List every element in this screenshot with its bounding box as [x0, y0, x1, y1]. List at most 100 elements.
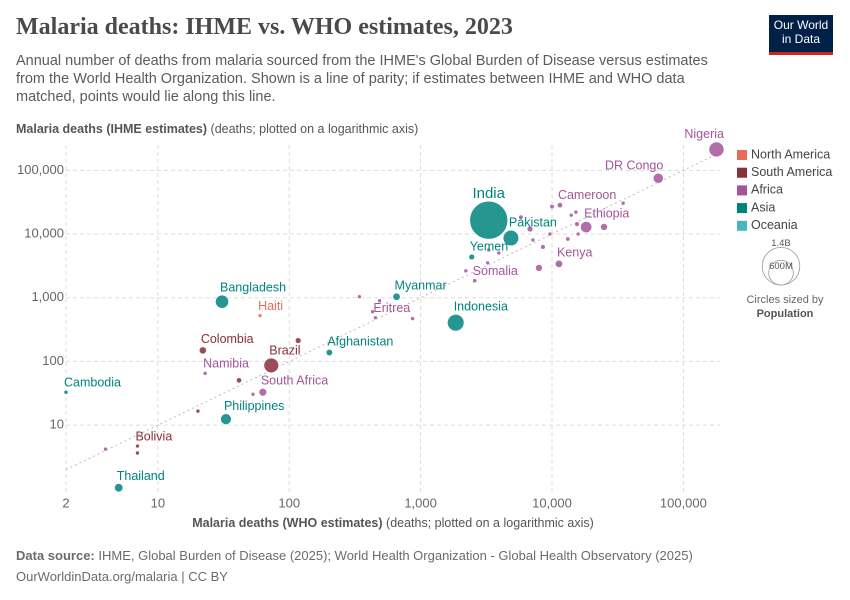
point-label: Brazil	[269, 343, 300, 357]
x-tick-label: 100	[278, 495, 300, 510]
data-point	[486, 247, 492, 253]
data-point	[63, 389, 69, 395]
data-point	[518, 214, 524, 220]
x-tick-label: 1,000	[404, 495, 437, 510]
point-label: Ethiopia	[584, 207, 629, 221]
data-point	[294, 337, 302, 344]
data-point	[573, 209, 579, 215]
legend-label: Oceania	[751, 218, 798, 232]
logo[interactable]: Our World in Data	[769, 15, 833, 55]
data-point	[114, 483, 124, 493]
chart-subtitle: Annual number of deaths from malaria sou…	[16, 53, 708, 105]
data-point	[447, 314, 465, 332]
data-point	[472, 278, 478, 284]
x-axis-note: (deaths; plotted on a logarithmic axis)	[386, 516, 594, 530]
data-point	[373, 315, 378, 320]
point-label: India	[472, 185, 505, 202]
data-point	[377, 298, 382, 304]
data-point	[357, 294, 362, 299]
data-point	[195, 408, 201, 414]
legend-swatch	[737, 150, 747, 160]
point-label: South Africa	[261, 374, 328, 388]
data-point	[220, 413, 232, 425]
point-label: Yemen	[470, 239, 509, 253]
point-label: Cambodia	[64, 375, 121, 389]
y-tick-label: 10	[50, 417, 64, 432]
size-legend-title: Circles sized by	[746, 294, 824, 306]
x-tick-label: 100,000	[660, 495, 707, 510]
point-label: Kenya	[557, 245, 592, 259]
point-label: Pakistan	[509, 216, 557, 230]
data-point	[469, 200, 509, 240]
source-text: IHME, Global Burden of Disease (2025); W…	[98, 548, 693, 563]
data-point	[263, 357, 279, 374]
y-tick-label: 1,000	[31, 289, 64, 304]
point-label: Eritrea	[373, 301, 410, 315]
y-axis-title: Malaria deaths (IHME estimates)	[16, 122, 207, 136]
data-point	[135, 450, 140, 456]
data-point	[250, 391, 256, 397]
point-label: Thailand	[117, 469, 165, 483]
logo-line: Our World	[773, 18, 829, 32]
data-point	[557, 202, 563, 209]
data-point	[530, 237, 536, 243]
point-label: Cameroon	[558, 188, 616, 202]
data-point	[540, 244, 546, 250]
data-point	[202, 371, 208, 376]
y-axis-note: (deaths; plotted on a logarithmic axis)	[211, 122, 419, 136]
y-axis-label: Malaria deaths (IHME estimates) (deaths;…	[16, 122, 418, 136]
point-label: Colombia	[201, 332, 254, 346]
data-point	[575, 231, 581, 237]
y-tick-label: 100,000	[17, 162, 64, 177]
data-point	[258, 388, 268, 397]
data-point	[565, 236, 571, 242]
data-point	[620, 200, 626, 206]
y-tick-label: 10,000	[24, 225, 64, 240]
parity-line	[65, 152, 721, 471]
data-point	[198, 346, 207, 355]
data-point	[325, 348, 333, 357]
size-legend-circle	[768, 259, 794, 286]
point-label: Haiti	[258, 299, 283, 313]
size-legend-label: 1.4B	[771, 238, 791, 249]
legend-swatch	[737, 167, 747, 178]
size-legend-variable: Population	[757, 308, 814, 320]
x-tick-label: 10,000	[532, 495, 572, 510]
legend-label: North America	[751, 147, 830, 161]
point-label: DR Congo	[605, 159, 663, 173]
data-point	[568, 212, 574, 218]
data-point	[257, 313, 263, 318]
data-point	[468, 253, 475, 261]
data-point	[496, 250, 502, 256]
data-point	[502, 229, 520, 247]
point-label: Nigeria	[684, 127, 724, 141]
legend-swatch	[737, 220, 747, 231]
data-point	[574, 221, 580, 227]
data-point	[215, 294, 229, 309]
source-label: Data source:	[16, 548, 95, 563]
point-label: Bolivia	[135, 429, 172, 443]
data-point	[485, 260, 490, 266]
footer[interactable]: OurWorldinData.org/malaria | CC BY	[16, 569, 228, 584]
x-tick-label: 10	[151, 495, 165, 510]
legend-label: South America	[751, 165, 832, 179]
point-label: Somalia	[473, 264, 518, 278]
data-point	[103, 446, 108, 452]
size-legend-label: 600M	[769, 261, 793, 272]
data-point	[135, 443, 140, 449]
data-point	[535, 264, 543, 272]
legend-swatch	[737, 185, 747, 196]
data-point	[370, 309, 375, 314]
data-point	[554, 259, 563, 268]
data-point	[410, 316, 415, 321]
data-point	[526, 225, 534, 233]
y-tick-label: 100	[42, 353, 64, 368]
point-label: Afghanistan	[327, 335, 393, 349]
point-label: Myanmar	[395, 278, 447, 292]
data-point	[580, 221, 593, 234]
legend-label: Asia	[751, 200, 775, 214]
data-point	[392, 292, 401, 301]
source: Data source: IHME, Global Burden of Dise…	[16, 548, 693, 563]
